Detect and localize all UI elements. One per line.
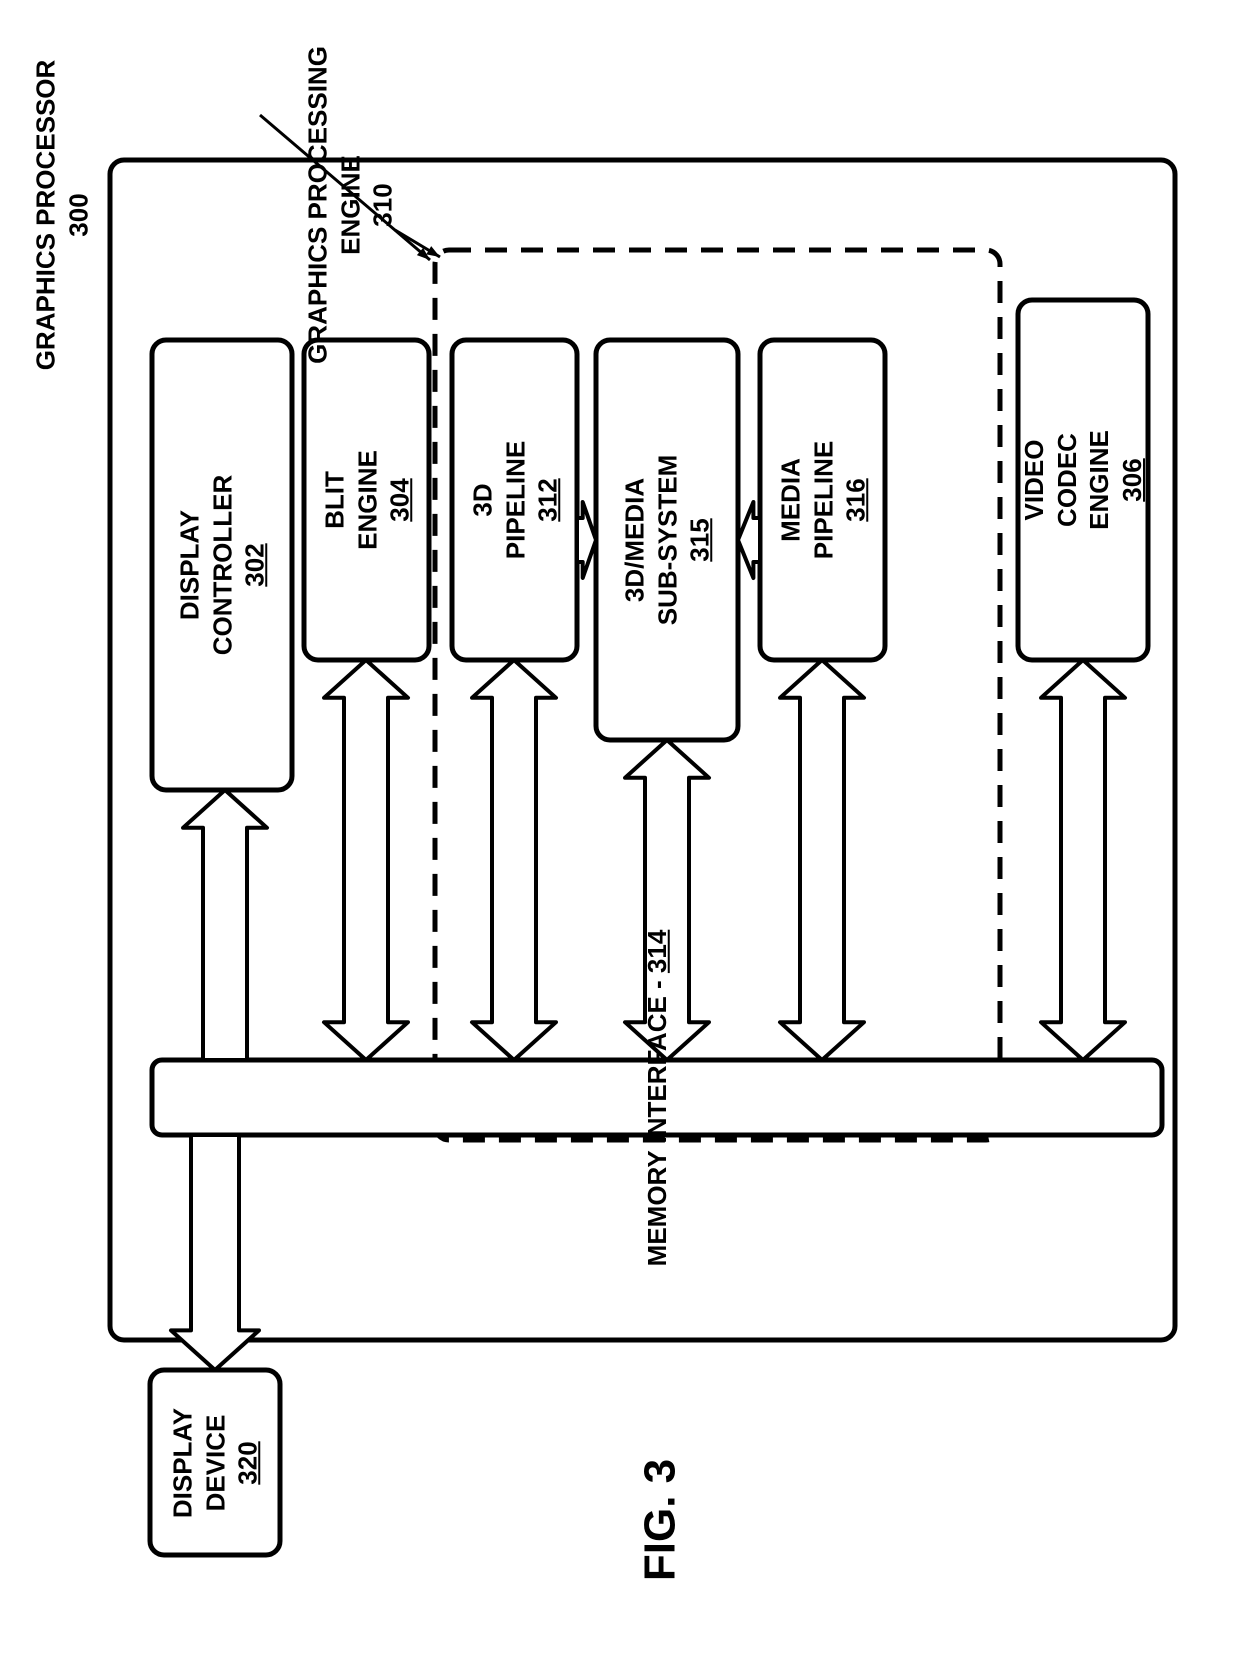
blit-engine-label: BLIT ENGINE 304 [318, 450, 416, 550]
3d-media-subsystem-label-title: 3D/MEDIA SUB-SYSTEM [619, 455, 682, 625]
gpe-label-title: GRAPHICS PROCESSING ENGINE [302, 46, 365, 364]
media-pipeline-label-ref: 316 [840, 478, 870, 521]
3d-pipeline-label-title: 3D PIPELINE [467, 441, 530, 559]
memory-interface-label: MEMORY INTERFACE - 314 [641, 929, 674, 1266]
3d-media-subsystem-label: 3D/MEDIA SUB-SYSTEM 315 [618, 455, 716, 625]
graphics-processor-header-title: GRAPHICS PROCESSOR [31, 60, 61, 371]
display-device-label-ref: 320 [232, 1441, 262, 1484]
figure-label: FIG. 3 [633, 1459, 688, 1581]
display-controller-label-ref: 302 [239, 543, 269, 586]
graphics-processor-header: GRAPHICS PROCESSOR 300 [30, 60, 95, 371]
graphics-processor-header-ref: 300 [63, 193, 93, 236]
display-device-label-title: DISPLAY DEVICE [167, 1407, 230, 1517]
display-controller-label: DISPLAY CONTROLLER 302 [173, 475, 271, 656]
3d-pipeline-label-ref: 312 [532, 478, 562, 521]
3d-pipeline-label: 3D PIPELINE 312 [466, 441, 564, 559]
media-pipeline-label-title: MEDIA PIPELINE [775, 441, 838, 559]
video-codec-engine-label-ref: 306 [1117, 458, 1147, 501]
blit-engine-label-ref: 304 [384, 478, 414, 521]
video-codec-engine-label-title: VIDEO CODEC ENGINE [1019, 430, 1114, 530]
gpe-label-ref: 310 [367, 183, 397, 226]
3d-media-subsystem-label-ref: 315 [684, 518, 714, 561]
display-device-label: DISPLAY DEVICE 320 [166, 1407, 264, 1517]
gpe-label: GRAPHICS PROCESSING ENGINE 310 [301, 46, 399, 364]
display-controller-label-title: DISPLAY CONTROLLER [174, 475, 237, 656]
blit-engine-label-title: BLIT ENGINE [319, 450, 382, 550]
media-pipeline-label: MEDIA PIPELINE 316 [774, 441, 872, 559]
video-codec-engine-label: VIDEO CODEC ENGINE 306 [1018, 430, 1148, 530]
